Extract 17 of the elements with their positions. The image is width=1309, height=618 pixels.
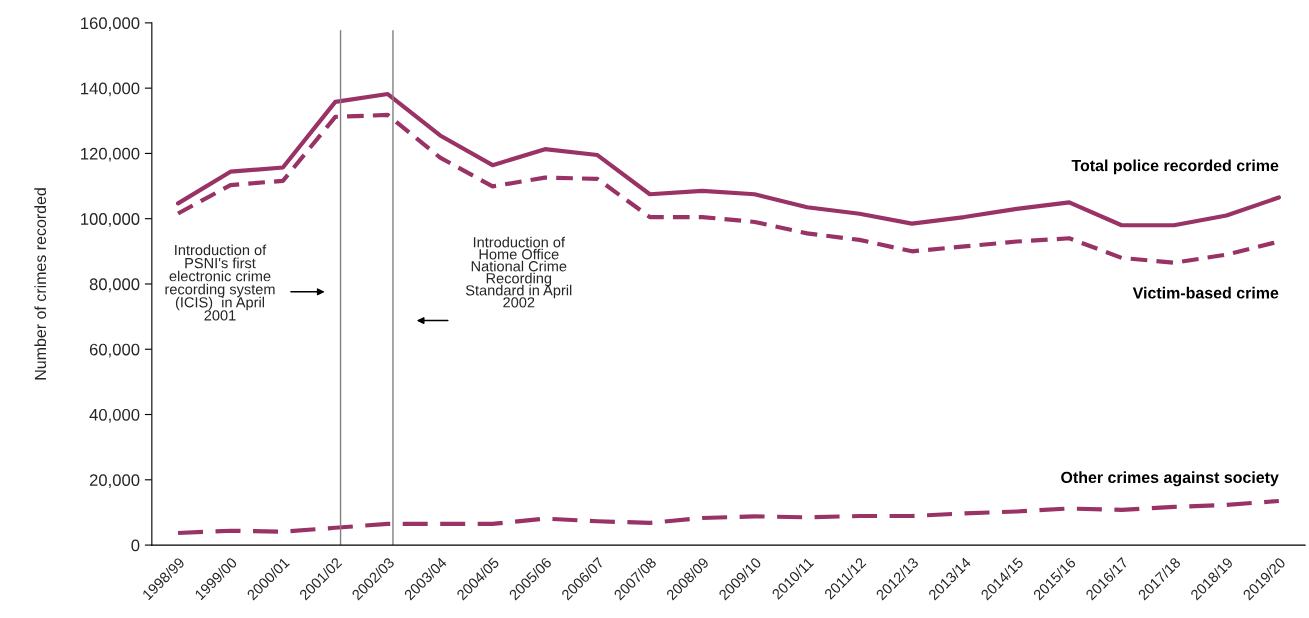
y-tick-label: 120,000 — [81, 147, 140, 162]
line-series — [175, 91, 1281, 228]
annotation: Introduction of Home Office National Crime Recording Standard in April 2002 — [465, 236, 572, 308]
y-axis-title: Number of crimes recorded — [34, 188, 47, 380]
series-label: Victim-based crime — [1132, 286, 1279, 299]
y-tick-label: 100,000 — [81, 213, 140, 227]
y-tick-label: 140,000 — [81, 82, 140, 97]
y-tick-label: 60,000 — [89, 343, 140, 358]
y-tick-label: 160,000 — [81, 17, 140, 32]
y-tick-label: 80,000 — [89, 278, 140, 293]
line-series — [175, 498, 1281, 536]
y-tick-label: 20,000 — [89, 474, 140, 488]
series-label: Other crimes against society — [1061, 471, 1279, 487]
annotation: Introduction of PSNI's first electronic crime recording system (ICIS) in April 2001 — [165, 244, 275, 321]
y-tick-label: 0 — [131, 539, 140, 552]
series-label: Total police recorded crime — [1071, 159, 1279, 175]
y-tick-label: 40,000 — [89, 408, 140, 423]
